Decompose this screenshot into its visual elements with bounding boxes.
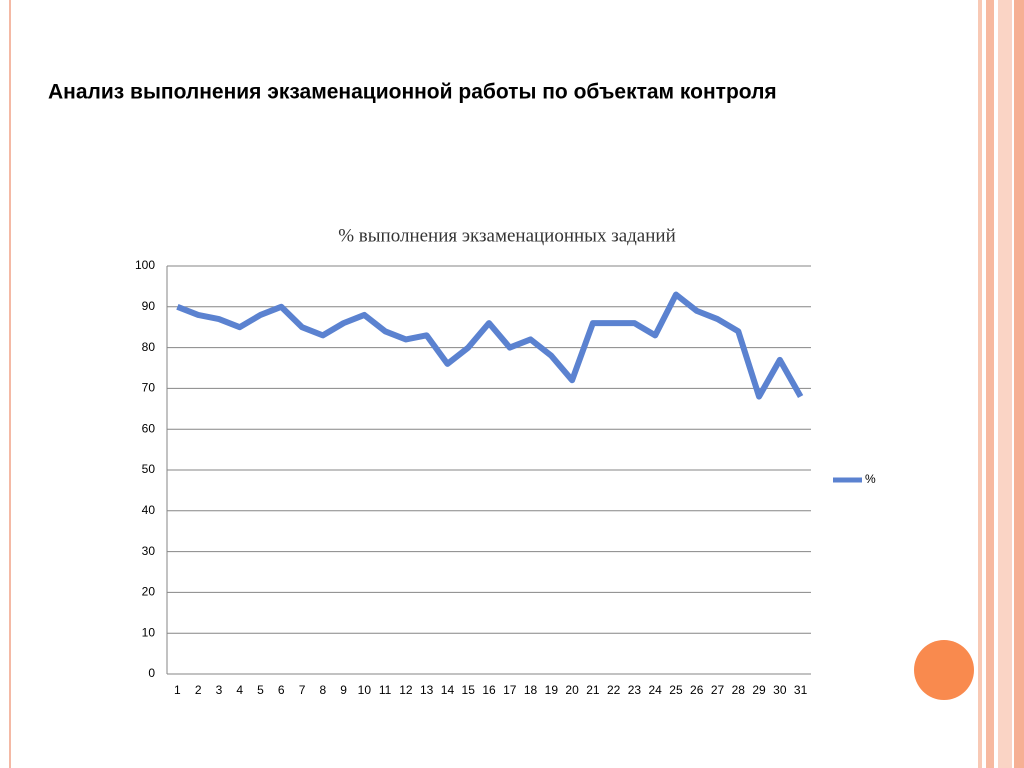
x-tick-label: 14 [441,683,455,697]
x-tick-label: 28 [732,683,746,697]
stripe [978,0,982,768]
y-tick-label: 50 [142,462,156,476]
x-tick-label: 11 [379,683,392,697]
y-tick-label: 100 [135,258,155,272]
x-tick-label: 17 [503,683,517,697]
x-tick-label: 24 [649,683,663,697]
x-tick-label: 22 [607,683,621,697]
x-tick-label: 26 [690,683,704,697]
y-tick-label: 60 [142,421,156,435]
x-tick-label: 23 [628,683,642,697]
x-tick-label: 29 [752,683,766,697]
data-line [176,291,804,400]
y-tick-label: 20 [142,585,156,599]
y-tick-label: 40 [142,503,156,517]
legend-label: % [865,472,876,486]
x-tick-label: 5 [257,683,264,697]
x-tick-label: 15 [462,683,476,697]
x-tick-label: 12 [399,683,413,697]
x-tick-label: 1 [174,683,181,697]
x-tick-label: 30 [773,683,787,697]
x-tick-label: 2 [195,683,202,697]
y-tick-label: 80 [142,340,156,354]
x-tick-label: 10 [358,683,372,697]
y-tick-label: 0 [148,666,155,680]
stripe [1014,0,1024,768]
x-tick-label: 21 [586,683,600,697]
chart-title: % выполнения экзаменационных заданий [338,225,676,246]
x-tick-label: 7 [299,683,306,697]
y-tick-label: 30 [142,544,156,558]
x-tick-label: 8 [319,683,326,697]
y-tick-label: 10 [142,625,156,639]
x-tick-label: 4 [236,683,243,697]
x-tick-label: 19 [545,683,559,697]
x-tick-label: 18 [524,683,538,697]
x-tick-label: 16 [482,683,496,697]
slide-title: Анализ выполнения экзаменационной работы… [48,81,777,104]
x-tick-label: 27 [711,683,725,697]
y-tick-label: 70 [142,381,156,395]
stripe [986,0,994,768]
x-tick-label: 20 [565,683,579,697]
x-tick-label: 3 [216,683,223,697]
y-tick-label: 90 [142,299,156,313]
stripe [998,0,1012,768]
x-tick-label: 9 [340,683,347,697]
x-tick-label: 13 [420,683,434,697]
x-tick-label: 31 [794,683,808,697]
decor-circle [914,640,974,700]
x-tick-label: 25 [669,683,683,697]
x-tick-label: 6 [278,683,285,697]
